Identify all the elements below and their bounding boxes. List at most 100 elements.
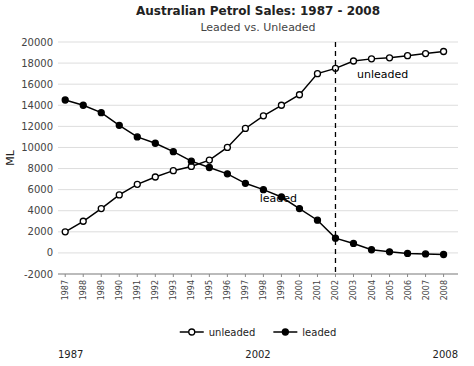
x-tick-label: 1995 bbox=[205, 280, 214, 300]
grid-line bbox=[58, 168, 458, 169]
point bbox=[224, 171, 230, 177]
x-tick bbox=[407, 274, 408, 277]
y-tick-label: 4000 bbox=[28, 205, 53, 216]
x-tick bbox=[317, 274, 318, 277]
x-tick bbox=[389, 274, 390, 277]
y-tick-label: 6000 bbox=[28, 184, 53, 195]
point bbox=[80, 102, 86, 108]
y-tick-label: 18000 bbox=[21, 58, 53, 69]
point bbox=[423, 51, 429, 57]
x-tick bbox=[263, 274, 264, 277]
x-tick-label: 2007 bbox=[422, 280, 431, 300]
grid-line bbox=[58, 42, 458, 43]
x-tick bbox=[65, 274, 66, 277]
x-axis-line bbox=[58, 274, 458, 275]
x-tick bbox=[371, 274, 372, 277]
legend: unleaded leaded bbox=[180, 327, 337, 338]
point bbox=[224, 144, 230, 150]
grid-line bbox=[58, 231, 458, 232]
x-tick bbox=[119, 274, 120, 277]
y-tick-label: 8000 bbox=[28, 163, 53, 174]
x-tick bbox=[173, 274, 174, 277]
x-tick-label: 2006 bbox=[404, 280, 413, 300]
point bbox=[369, 247, 375, 253]
x-tick bbox=[335, 274, 336, 277]
legend-label: unleaded bbox=[209, 327, 256, 338]
bottom-label: 1987 bbox=[58, 349, 83, 360]
point bbox=[116, 192, 122, 198]
x-tick-label: 1989 bbox=[97, 280, 106, 300]
y-tick-label: 2000 bbox=[28, 226, 53, 237]
point bbox=[405, 53, 411, 59]
x-tick bbox=[83, 274, 84, 277]
y-axis: -200002000400060008000100001200014000160… bbox=[21, 37, 458, 280]
point bbox=[296, 92, 302, 98]
y-tick-label: 0 bbox=[47, 247, 53, 258]
legend-label: leaded bbox=[302, 327, 336, 338]
point bbox=[62, 97, 68, 103]
point bbox=[441, 251, 447, 257]
x-tick-label: 2008 bbox=[440, 280, 449, 300]
point bbox=[152, 140, 158, 146]
point bbox=[350, 240, 356, 246]
point bbox=[242, 180, 248, 186]
x-tick bbox=[209, 274, 210, 277]
x-tick-label: 2000 bbox=[295, 280, 304, 300]
point bbox=[314, 71, 320, 77]
x-tick-label: 1987 bbox=[61, 280, 70, 300]
point bbox=[170, 168, 176, 174]
point bbox=[116, 122, 122, 128]
annotation: leaded bbox=[260, 192, 297, 205]
x-tick bbox=[245, 274, 246, 277]
x-tick-label: 1990 bbox=[115, 280, 124, 300]
x-tick-label: 1993 bbox=[169, 280, 178, 300]
point bbox=[98, 206, 104, 212]
point bbox=[405, 250, 411, 256]
grid-line bbox=[58, 274, 458, 275]
point bbox=[188, 158, 194, 164]
point bbox=[134, 134, 140, 140]
point bbox=[206, 157, 212, 163]
point bbox=[260, 113, 266, 119]
x-axis: 1987198819891990199119921993199419951996… bbox=[58, 274, 458, 300]
x-tick bbox=[281, 274, 282, 277]
x-tick bbox=[353, 274, 354, 277]
y-tick-label: -2000 bbox=[24, 269, 53, 280]
grid-line bbox=[58, 147, 458, 148]
grid-line bbox=[58, 210, 458, 211]
point bbox=[369, 56, 375, 62]
x-tick-label: 1998 bbox=[259, 280, 268, 300]
x-tick-label: 1988 bbox=[79, 280, 88, 300]
x-tick-label: 1994 bbox=[187, 280, 196, 300]
x-tick-label: 2004 bbox=[368, 280, 377, 300]
annotation: unleaded bbox=[357, 68, 408, 81]
point bbox=[387, 55, 393, 61]
x-tick bbox=[425, 274, 426, 277]
x-tick-label: 1991 bbox=[133, 280, 142, 300]
point bbox=[62, 229, 68, 235]
x-tick-label: 2002 bbox=[331, 280, 340, 300]
x-tick bbox=[137, 274, 138, 277]
bottom-label: 2002 bbox=[245, 349, 270, 360]
point bbox=[242, 125, 248, 131]
y-axis-label: ML bbox=[4, 149, 17, 165]
legend-item: unleaded bbox=[180, 327, 256, 338]
x-tick-label: 2005 bbox=[386, 280, 395, 300]
x-tick bbox=[155, 274, 156, 277]
x-tick bbox=[191, 274, 192, 277]
point bbox=[98, 110, 104, 116]
point bbox=[314, 217, 320, 223]
point bbox=[134, 181, 140, 187]
series-line bbox=[65, 100, 443, 254]
chart: Australian Petrol Sales: 1987 - 2008Lead… bbox=[0, 0, 474, 366]
x-tick bbox=[227, 274, 228, 277]
grid-line bbox=[58, 105, 458, 106]
grid-line bbox=[58, 84, 458, 85]
point bbox=[387, 249, 393, 255]
point bbox=[206, 164, 212, 170]
legend-marker bbox=[282, 329, 288, 335]
legend-item: leaded bbox=[273, 327, 336, 338]
y-tick-label: 14000 bbox=[21, 100, 53, 111]
y-tick-label: 16000 bbox=[21, 79, 53, 90]
point bbox=[170, 149, 176, 155]
